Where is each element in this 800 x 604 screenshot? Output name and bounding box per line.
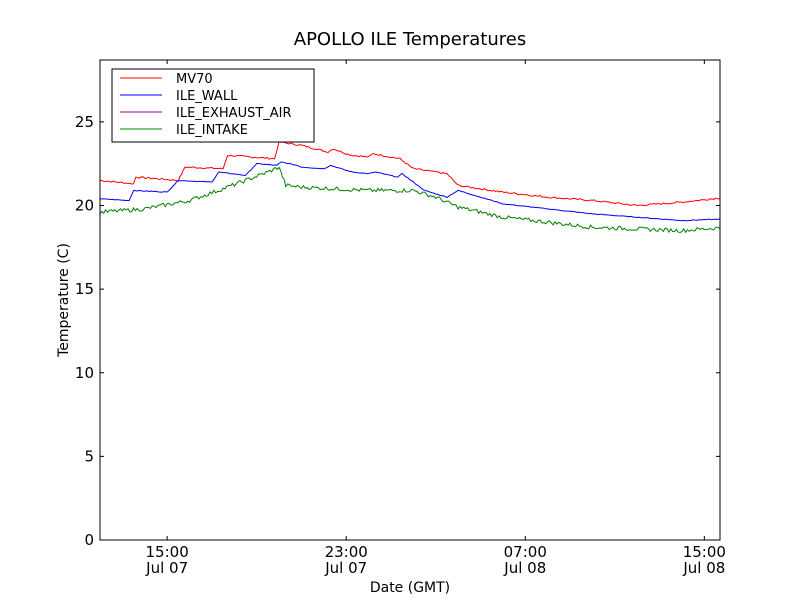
series-line-ile-intake bbox=[100, 166, 720, 234]
x-tick-date-label: Jul 07 bbox=[324, 559, 367, 577]
legend-label: ILE_EXHAUST_AIR bbox=[176, 106, 292, 121]
legend-items: MV70 ILE_WALL ILE_EXHAUST_AIR ILE_INTAKE bbox=[120, 72, 292, 138]
x-axis-label: Date (GMT) bbox=[370, 580, 450, 596]
x-tick-date-label: Jul 08 bbox=[503, 559, 546, 577]
axes-frame bbox=[99, 59, 721, 541]
legend-label: MV70 bbox=[176, 72, 213, 87]
x-tick-date-label: Jul 07 bbox=[145, 559, 188, 577]
legend-label: ILE_WALL bbox=[176, 89, 238, 104]
y-tick-label: 0 bbox=[84, 531, 94, 549]
series-line-mv70 bbox=[100, 140, 720, 207]
y-tick-label: 5 bbox=[84, 447, 94, 465]
x-tick-time-label: 23:00 bbox=[325, 543, 368, 561]
chart-title: APOLLO ILE Temperatures bbox=[294, 29, 526, 50]
series-layer bbox=[100, 140, 720, 234]
y-tick-label: 15 bbox=[75, 280, 94, 298]
y-tick-label: 10 bbox=[75, 364, 94, 382]
x-tick-time-label: 07:00 bbox=[504, 543, 547, 561]
y-tick-label: 25 bbox=[75, 113, 94, 131]
series-line-ile-wall bbox=[100, 161, 720, 222]
legend-box bbox=[111, 68, 315, 143]
x-tick-date-label: Jul 08 bbox=[682, 559, 725, 577]
legend: MV70 ILE_WALL ILE_EXHAUST_AIR ILE_INTAKE bbox=[111, 68, 315, 143]
y-ticks: 0 5 10 15 20 25 bbox=[75, 113, 720, 549]
legend-label: ILE_INTAKE bbox=[176, 123, 248, 138]
y-tick-label: 20 bbox=[75, 197, 94, 215]
x-tick-time-label: 15:00 bbox=[146, 543, 189, 561]
x-tick-time-label: 15:00 bbox=[683, 543, 726, 561]
y-axis-label: Temperature (C) bbox=[56, 243, 72, 358]
